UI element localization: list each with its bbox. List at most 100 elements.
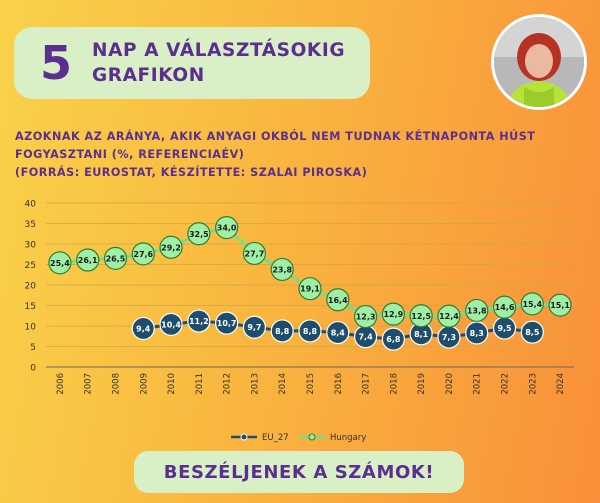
hu-data-point xyxy=(353,304,378,329)
eu-legend-label: EU_27 xyxy=(262,433,289,443)
hu-data-point xyxy=(187,222,211,246)
eu-data-label: 8,8 xyxy=(275,327,290,336)
hu-data-point xyxy=(215,215,239,240)
x-tick-label: 2023 xyxy=(528,373,538,395)
eu-data-point xyxy=(326,320,350,345)
hu-data-label: 29,2 xyxy=(161,243,181,252)
y-tick-label: 25 xyxy=(25,261,36,271)
subtitle-line3: (FORRÁS: EUROSTAT, KÉSZÍTETTE: SZALAI PI… xyxy=(15,166,368,179)
eu-data-label: 9,5 xyxy=(497,324,512,333)
hu-data-point xyxy=(131,242,155,266)
hu-data-label: 12,4 xyxy=(439,312,459,321)
hu-data-point xyxy=(103,246,128,270)
hu-data-point xyxy=(492,295,517,319)
x-tick-label: 2016 xyxy=(334,373,344,395)
hu-data-point xyxy=(520,292,544,316)
x-tick-label: 2009 xyxy=(139,373,149,395)
hu-data-label: 26,5 xyxy=(106,254,126,263)
x-tick-label: 2012 xyxy=(223,373,233,395)
eu-data-point xyxy=(215,311,239,335)
banner-title-line2: GRAFIKON xyxy=(92,65,205,86)
hu-data-label: 34,0 xyxy=(217,224,237,233)
hu-data-label: 13,8 xyxy=(467,306,487,315)
countdown-number: 5 xyxy=(39,36,72,90)
subtitle-line1: AZOKNAK AZ ARÁNYA, AKIK ANYAGI OKBÓL NEM… xyxy=(15,130,536,143)
hu-data-label: 15,4 xyxy=(522,300,542,309)
eu-data-label: 10,7 xyxy=(217,319,237,328)
banner-title: NAP A VÁLASZTÁSOKIG GRAFIKON xyxy=(92,38,345,88)
hu-legend-marker xyxy=(308,433,316,441)
eu-data-point xyxy=(298,319,322,343)
hu-data-label: 16,4 xyxy=(328,296,348,305)
hu-data-label: 25,4 xyxy=(50,259,70,268)
y-tick-label: 0 xyxy=(30,364,36,374)
eu-data-label: 8,8 xyxy=(303,327,318,336)
hu-data-point xyxy=(381,302,405,326)
eu-data-label: 10,4 xyxy=(161,320,181,329)
x-tick-label: 2006 xyxy=(56,373,66,395)
portrait-image xyxy=(494,17,584,107)
x-tick-label: 2022 xyxy=(501,373,511,395)
hu-data-label: 12,3 xyxy=(356,313,376,322)
eu-data-label: 8,5 xyxy=(525,328,540,337)
y-tick-label: 30 xyxy=(25,241,37,251)
footer-banner: BESZÉLJENEK A SZÁMOK! xyxy=(134,451,464,493)
hu-data-label: 12,9 xyxy=(383,310,403,319)
hu-data-point xyxy=(437,304,461,328)
x-tick-label: 2013 xyxy=(250,373,260,395)
hu-data-point xyxy=(465,298,489,323)
footer-label: BESZÉLJENEK A SZÁMOK! xyxy=(163,461,435,483)
y-tick-label: 20 xyxy=(25,282,37,292)
hu-data-label: 27,7 xyxy=(245,249,265,258)
x-tick-label: 2020 xyxy=(445,373,455,395)
banner-title-line1: NAP A VÁLASZTÁSOKIG xyxy=(92,40,346,61)
eu-data-label: 6,8 xyxy=(386,335,401,344)
x-tick-label: 2015 xyxy=(306,373,316,395)
eu-data-label: 7,4 xyxy=(358,333,373,342)
hu-data-point xyxy=(326,288,350,312)
line-chart: 0 5 10 15 20 25 30 35 40 2006 2007 2008 2009 2010 2011… xyxy=(25,200,574,443)
hu-data-point xyxy=(159,235,183,259)
hu-data-point xyxy=(270,257,294,282)
eu-data-label: 9,4 xyxy=(136,324,151,333)
eu-data-point xyxy=(131,316,155,341)
x-tick-label: 2007 xyxy=(84,373,94,395)
hu-data-label: 15,1 xyxy=(550,301,570,310)
title-banner: 5 NAP A VÁLASZTÁSOKIG GRAFIKON xyxy=(14,27,370,99)
eu-data-label: 8,1 xyxy=(414,330,429,339)
x-tick-label: 2010 xyxy=(167,373,177,395)
hu-data-label: 19,1 xyxy=(300,285,320,294)
hu-data-point xyxy=(76,248,100,272)
x-tick-label: 2008 xyxy=(111,373,121,395)
hu-data-label: 26,1 xyxy=(78,256,98,265)
hu-legend-label: Hungary xyxy=(330,433,366,443)
x-tick-label: 2017 xyxy=(362,373,372,395)
subtitle-line2: FOGYASZTANI (%, REFERENCIAÉV) xyxy=(15,148,245,161)
x-tick-label: 2024 xyxy=(556,373,566,395)
hu-data-point xyxy=(298,277,322,301)
eu-data-point xyxy=(381,327,405,351)
eu-data-point xyxy=(159,312,183,336)
eu-data-label: 8,4 xyxy=(331,329,346,338)
eu-data-label: 7,3 xyxy=(442,333,456,342)
x-tick-label: 2014 xyxy=(278,373,288,395)
x-tick-label: 2018 xyxy=(389,373,399,395)
hu-data-label: 27,6 xyxy=(133,250,153,259)
eu-data-point xyxy=(270,319,294,343)
hu-data-point xyxy=(409,304,433,328)
y-tick-label: 10 xyxy=(25,323,37,333)
x-tick-label: 2021 xyxy=(473,373,483,395)
author-portrait xyxy=(491,14,587,110)
chart-subtitle: AZOKNAK AZ ARÁNYA, AKIK ANYAGI OKBÓL NEM… xyxy=(15,128,595,182)
eu-data-point xyxy=(520,320,544,344)
eu-data-label: 8,3 xyxy=(470,329,484,338)
y-tick-label: 35 xyxy=(25,220,36,230)
hu-data-point xyxy=(48,251,72,275)
y-tick-label: 40 xyxy=(25,200,37,210)
hu-data-point xyxy=(242,241,267,266)
eu-data-point xyxy=(187,309,211,333)
y-tick-label: 15 xyxy=(25,302,36,312)
hu-data-label: 32,5 xyxy=(189,230,209,239)
hu-data-point xyxy=(548,293,572,317)
x-tick-label: 2011 xyxy=(195,373,205,395)
